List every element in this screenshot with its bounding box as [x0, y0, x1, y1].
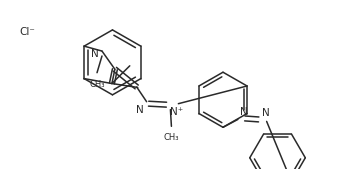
- Text: N: N: [262, 108, 269, 118]
- Text: CH₃: CH₃: [164, 133, 179, 142]
- Text: N⁺: N⁺: [170, 107, 184, 117]
- Text: N: N: [240, 107, 248, 117]
- Text: N: N: [91, 49, 99, 59]
- Text: N: N: [136, 105, 144, 115]
- Text: Cl⁻: Cl⁻: [19, 27, 35, 37]
- Text: CH₃: CH₃: [89, 80, 105, 89]
